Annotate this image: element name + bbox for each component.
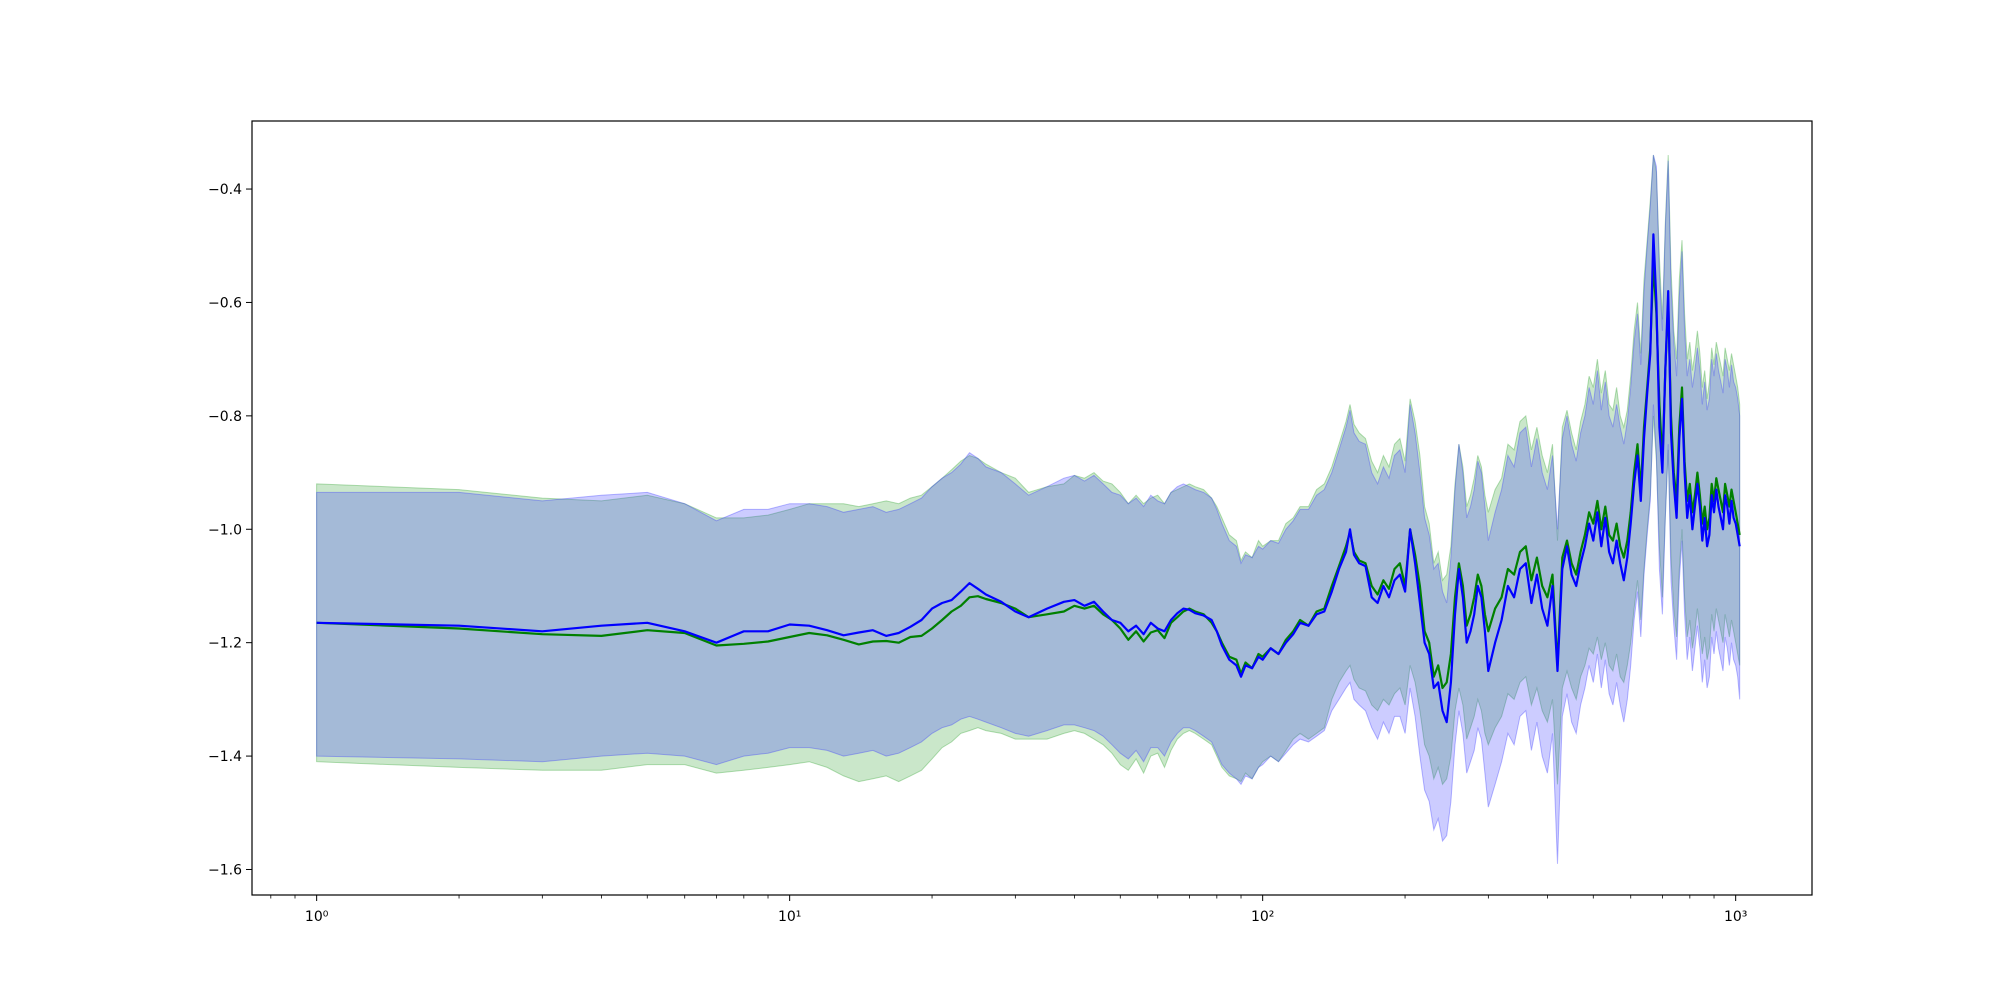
plot-frame — [251, 120, 1813, 896]
y-tick-label: −1.0 — [208, 522, 242, 538]
x-tick-label: 10³ — [1724, 909, 1747, 925]
x-tick-label: 10¹ — [778, 909, 801, 925]
y-tick-label: −1.4 — [208, 749, 242, 765]
series-lines — [316, 233, 1741, 724]
y-axis: −0.4 −0.6 −0.8 −1.0 −1.2 −1.4 −1.6 — [208, 182, 252, 878]
y-tick-label: −1.6 — [208, 862, 242, 878]
y-tick-label: −0.8 — [208, 409, 242, 425]
confidence-band-1 — [316, 154, 1741, 786]
y-tick-label: −0.4 — [208, 182, 242, 198]
series-line-2 — [316, 233, 1741, 724]
confidence-band-2 — [316, 154, 1741, 864]
x-tick-label: 10² — [1251, 909, 1274, 925]
confidence-bands — [316, 154, 1741, 864]
x-axis: 10⁰ 10¹ 10² 10³ — [270, 895, 1747, 925]
y-tick-label: −0.6 — [208, 295, 242, 311]
x-tick-label: 10⁰ — [305, 909, 329, 925]
y-tick-label: −1.2 — [208, 636, 242, 652]
